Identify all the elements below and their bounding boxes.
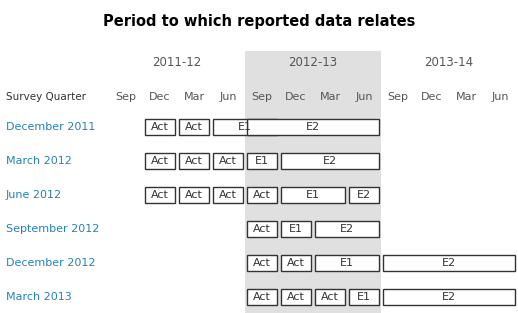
Bar	[349, 289, 379, 305]
Bar	[281, 221, 311, 237]
Bar	[281, 153, 379, 169]
Text: E1: E1	[289, 224, 303, 234]
Text: E1: E1	[306, 190, 320, 200]
Bar	[315, 221, 379, 237]
Text: Act: Act	[253, 292, 271, 302]
Bar	[145, 119, 175, 135]
Text: Mar: Mar	[320, 92, 340, 102]
Text: March 2013: March 2013	[6, 292, 72, 302]
Bar	[247, 153, 277, 169]
Text: 2012-13: 2012-13	[289, 56, 338, 69]
Text: Act: Act	[185, 122, 203, 132]
Bar	[383, 255, 515, 271]
Text: E2: E2	[442, 258, 456, 268]
Text: Act: Act	[151, 122, 169, 132]
Bar	[179, 119, 209, 135]
Bar	[145, 153, 175, 169]
Text: Act: Act	[253, 224, 271, 234]
Text: Sep: Sep	[116, 92, 137, 102]
Bar	[349, 187, 379, 203]
Bar	[213, 187, 243, 203]
Text: Act: Act	[219, 156, 237, 166]
Bar	[383, 289, 515, 305]
Bar	[247, 221, 277, 237]
Text: 2013-14: 2013-14	[424, 56, 473, 69]
Text: E2: E2	[323, 156, 337, 166]
Text: Act: Act	[287, 292, 305, 302]
Text: June 2012: June 2012	[6, 190, 62, 200]
Bar	[213, 153, 243, 169]
Text: Sep: Sep	[387, 92, 409, 102]
Bar	[179, 153, 209, 169]
Text: E1: E1	[357, 292, 371, 302]
Text: Act: Act	[185, 190, 203, 200]
Bar	[281, 255, 311, 271]
Text: E2: E2	[306, 122, 320, 132]
Bar	[281, 187, 345, 203]
Text: Dec: Dec	[149, 92, 171, 102]
Text: September 2012: September 2012	[6, 224, 99, 234]
Bar	[315, 255, 379, 271]
Text: Act: Act	[185, 156, 203, 166]
Bar	[247, 119, 379, 135]
Text: December 2011: December 2011	[6, 122, 95, 132]
Bar	[247, 187, 277, 203]
Bar	[315, 289, 345, 305]
Bar	[145, 187, 175, 203]
Text: Act: Act	[151, 190, 169, 200]
Text: Jun: Jun	[219, 92, 237, 102]
Text: March 2012: March 2012	[6, 156, 72, 166]
Text: E1: E1	[340, 258, 354, 268]
Text: E2: E2	[442, 292, 456, 302]
Bar	[247, 289, 277, 305]
Text: Act: Act	[287, 258, 305, 268]
Text: December 2012: December 2012	[6, 258, 95, 268]
Bar	[281, 289, 311, 305]
Text: E2: E2	[357, 190, 371, 200]
Text: Mar: Mar	[183, 92, 205, 102]
Text: Survey Quarter: Survey Quarter	[6, 92, 86, 102]
Text: E2: E2	[340, 224, 354, 234]
Text: Jun: Jun	[491, 92, 509, 102]
Text: Act: Act	[151, 156, 169, 166]
Bar	[213, 119, 277, 135]
Text: Mar: Mar	[455, 92, 477, 102]
Text: Act: Act	[321, 292, 339, 302]
Bar	[247, 255, 277, 271]
Bar	[245, 51, 381, 313]
Text: Jun: Jun	[355, 92, 373, 102]
Text: Act: Act	[253, 190, 271, 200]
Text: Act: Act	[253, 258, 271, 268]
Text: 2011-12: 2011-12	[152, 56, 202, 69]
Text: E1: E1	[238, 122, 252, 132]
Text: Dec: Dec	[421, 92, 443, 102]
Text: Sep: Sep	[252, 92, 272, 102]
Text: Period to which reported data relates: Period to which reported data relates	[103, 14, 415, 29]
Text: Dec: Dec	[285, 92, 307, 102]
Bar	[179, 187, 209, 203]
Text: E1: E1	[255, 156, 269, 166]
Text: Act: Act	[219, 190, 237, 200]
